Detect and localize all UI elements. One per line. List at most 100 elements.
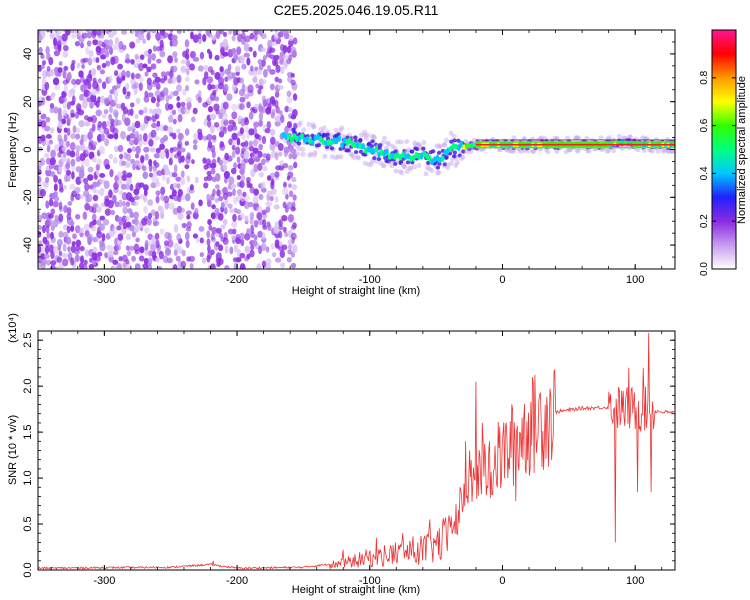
heatmap-cell	[227, 228, 235, 235]
heatmap-cell	[159, 39, 164, 49]
heatmap-cell	[247, 84, 254, 94]
heatmap-cell	[611, 148, 617, 154]
snr-panel: -300 -200 -100 0 100 0.0 0.5 1.0 1.5 2.0 2.5 Heig…	[7, 313, 676, 596]
heatmap-cell	[141, 165, 147, 172]
heatmap-cell	[49, 31, 55, 40]
heatmap-cell	[96, 251, 103, 257]
heatmap-cell	[171, 146, 178, 152]
heatmap-cell	[96, 189, 101, 195]
heatmap-cell	[67, 116, 72, 123]
x-tick-label: -100	[359, 575, 381, 587]
heatmap-cell	[48, 244, 55, 254]
heatmap-cell	[261, 232, 266, 240]
heatmap-cell	[63, 127, 68, 133]
heatmap-cell	[177, 132, 184, 141]
heatmap-cell	[171, 75, 177, 85]
heatmap-cell	[88, 49, 94, 58]
heatmap-cell	[253, 188, 259, 196]
heatmap-cell	[116, 262, 123, 269]
heatmap-cell	[129, 102, 135, 108]
heatmap-cell	[240, 117, 246, 127]
heatmap-cell	[131, 122, 136, 130]
heatmap-cell	[224, 245, 229, 254]
heatmap-cell	[214, 173, 221, 182]
heatmap-cell	[329, 154, 335, 160]
heatmap-cell	[292, 194, 297, 201]
heatmap-cell	[109, 245, 114, 253]
colorbar-tick-label: 0.4	[699, 166, 710, 180]
heatmap-cell	[50, 208, 56, 215]
heatmap-cell	[192, 144, 198, 151]
heatmap-cell	[229, 208, 234, 214]
heatmap-cell	[214, 83, 219, 92]
heatmap-cell	[280, 65, 285, 75]
heatmap-cell	[50, 92, 56, 98]
heatmap-cell	[52, 219, 59, 228]
heatmap-cell	[126, 176, 132, 185]
heatmap-cell	[167, 126, 174, 134]
heatmap-cell	[117, 233, 124, 241]
heatmap-cell	[175, 176, 182, 182]
heatmap-cell	[211, 34, 217, 41]
heatmap-cell	[74, 186, 81, 194]
heatmap-cell	[264, 128, 271, 134]
heatmap-cell	[256, 206, 263, 213]
ridge-cell	[369, 147, 373, 154]
heatmap-cell	[184, 140, 190, 146]
colorbar-tick-label: 0.6	[699, 118, 710, 132]
heatmap-cell	[176, 150, 182, 157]
colorbar-axis: 0.0 0.2 0.4 0.6 0.8	[699, 70, 736, 276]
heatmap-cell	[192, 233, 199, 239]
heatmap-cell	[146, 77, 152, 86]
ridge-cell	[430, 158, 434, 166]
heatmap-cell	[83, 223, 90, 231]
heatmap-cell	[252, 195, 259, 204]
heatmap-cell	[91, 141, 98, 147]
heatmap-cell	[273, 30, 279, 33]
ridge-cell	[313, 134, 318, 141]
heatmap-cell	[70, 224, 75, 232]
heatmap-cell	[377, 145, 382, 150]
heatmap-cell	[56, 238, 63, 247]
heatmap-cell	[599, 147, 605, 153]
heatmap-cell	[598, 135, 604, 141]
colorbar: 0.0 0.2 0.4 0.6 0.8 Normalized spectral ampl…	[699, 29, 748, 276]
heatmap-cell	[288, 54, 293, 61]
heatmap-cell	[248, 46, 253, 52]
heatmap-cell	[129, 183, 134, 192]
ridge-cell	[334, 137, 339, 145]
heatmap-cell	[223, 231, 228, 241]
heatmap-cell	[57, 67, 63, 73]
heatmap-cell	[242, 191, 247, 198]
heatmap-cell	[306, 121, 312, 127]
heatmap-cell	[69, 183, 76, 190]
heatmap-cell	[231, 132, 238, 141]
heatmap-cell	[279, 262, 286, 269]
heatmap-cell	[260, 158, 266, 166]
heatmap-cell	[186, 152, 191, 160]
heatmap-cell	[92, 186, 97, 194]
heatmap-cell	[185, 210, 192, 216]
heatmap-cell	[258, 112, 264, 121]
heatmap-cell	[222, 31, 228, 38]
heatmap-cell	[278, 230, 283, 239]
heatmap-cell	[240, 173, 246, 182]
heatmap-cell	[99, 69, 106, 75]
ridge-cell	[287, 132, 291, 140]
heatmap-cell	[221, 112, 228, 121]
heatmap-cell	[144, 239, 149, 249]
heatmap-cell	[190, 202, 195, 210]
heatmap-cell	[62, 69, 67, 79]
heatmap-cell	[71, 171, 75, 180]
heatmap-cell	[101, 120, 107, 130]
heatmap-cell	[218, 159, 224, 166]
heatmap-cell	[206, 238, 211, 246]
ridge-cell	[332, 137, 336, 145]
heatmap-cell	[262, 165, 268, 172]
heatmap-cell	[155, 32, 162, 41]
heatmap-cell	[214, 54, 220, 61]
heatmap-cell	[223, 83, 229, 93]
heatmap-cell	[436, 169, 442, 175]
heatmap-cell	[75, 214, 81, 220]
heatmap-cell	[244, 195, 251, 201]
